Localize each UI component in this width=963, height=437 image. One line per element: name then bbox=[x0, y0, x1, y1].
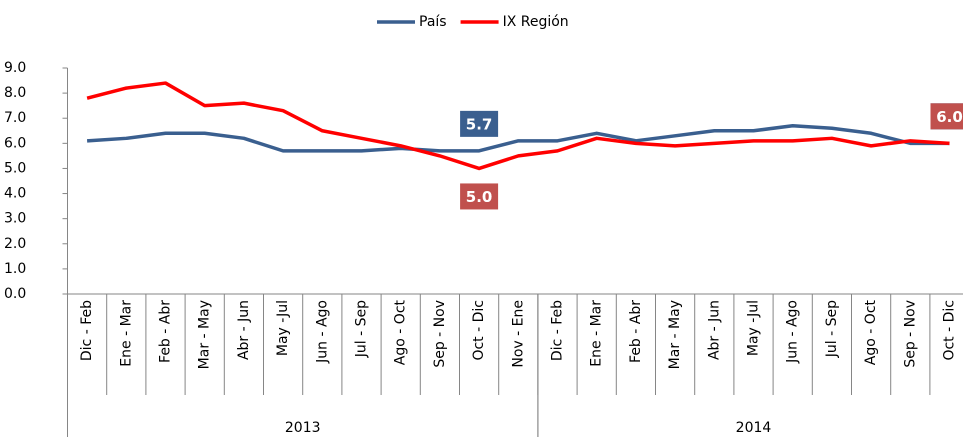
data-label-text: 5.7 bbox=[466, 115, 493, 133]
x-tick-label: May -Jul bbox=[746, 300, 762, 356]
x-tick-label: Mar - May bbox=[667, 300, 683, 369]
x-tick-label: Abr - Jun bbox=[236, 300, 252, 360]
x-tick-label: Sep - Nov bbox=[902, 300, 918, 368]
data-label: 6.0 bbox=[930, 103, 963, 130]
y-tick-label: 6.0 bbox=[4, 135, 26, 151]
y-tick-label: 7.0 bbox=[4, 110, 26, 126]
x-tick-label: Oct - Dic bbox=[471, 300, 487, 361]
y-tick-label: 5.0 bbox=[4, 160, 26, 176]
series-line bbox=[86, 81, 950, 171]
data-label: 5.7 bbox=[460, 110, 499, 137]
legend-label: IX Región bbox=[503, 14, 569, 30]
x-tick-label: Nov - Ene bbox=[510, 300, 526, 368]
x-tick-label: Ene - Mar bbox=[118, 300, 134, 367]
data-label-box bbox=[460, 110, 499, 137]
x-tick-label: Jul - Sep bbox=[354, 300, 370, 358]
y-tick-label: 2.0 bbox=[4, 236, 26, 252]
y-tick-label: 0.0 bbox=[4, 286, 26, 302]
x-tick-label: Jun - Ago bbox=[785, 300, 801, 364]
x-tick-label: Oct - Dic bbox=[942, 300, 958, 361]
x-tick-label: Abr - Jun bbox=[706, 300, 722, 360]
x-tick-label: Dic - Feb bbox=[79, 300, 95, 361]
y-tick-label: 1.0 bbox=[4, 261, 26, 277]
y-tick-label: 3.0 bbox=[4, 211, 26, 227]
x-tick-label: Jul - Sep bbox=[824, 300, 840, 358]
legend-label: País bbox=[419, 14, 447, 30]
x-tick-label: Ene - Mar bbox=[589, 300, 605, 367]
x-tick-label: Feb - Abr bbox=[158, 300, 174, 363]
group-label: 2013 bbox=[285, 420, 321, 436]
x-tick-label: Ago - Oct bbox=[393, 299, 409, 365]
data-label-text: 5.0 bbox=[466, 188, 493, 206]
y-tick-label: 9.0 bbox=[4, 60, 26, 76]
y-tick-label: 8.0 bbox=[4, 85, 26, 101]
x-tick-label: Sep - Nov bbox=[432, 300, 448, 368]
data-label-text: 6.0 bbox=[936, 108, 963, 126]
group-label: 2014 bbox=[736, 420, 772, 436]
x-tick-label: Feb - Abr bbox=[628, 300, 644, 363]
x-tick-label: Mar - May bbox=[197, 300, 213, 369]
x-tick-label: Ago - Oct bbox=[863, 299, 879, 365]
x-tick-label: May -Jul bbox=[275, 300, 291, 356]
y-tick-label: 4.0 bbox=[4, 186, 26, 202]
data-label: 5.0 bbox=[460, 183, 499, 210]
data-label-box bbox=[930, 103, 963, 130]
x-tick-label: Dic - Feb bbox=[550, 300, 566, 361]
data-label-box bbox=[460, 183, 499, 210]
x-tick-label: Jun - Ago bbox=[314, 300, 330, 364]
series-line bbox=[86, 124, 950, 153]
